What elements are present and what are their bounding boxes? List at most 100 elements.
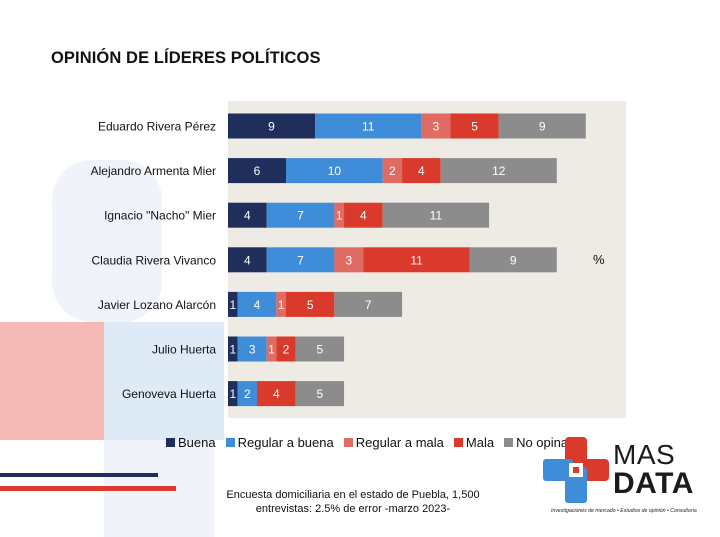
data-label: 4	[360, 209, 367, 223]
data-label: 1	[229, 298, 236, 312]
data-label: 7	[297, 253, 304, 267]
bar-segment	[237, 336, 267, 362]
data-label: 11	[362, 120, 375, 134]
bar-segment	[469, 247, 557, 273]
bar-segment	[382, 202, 490, 228]
bar-segment	[421, 113, 451, 139]
legend-item: No opina	[504, 435, 568, 450]
bar-segment	[276, 291, 287, 317]
bar-segment	[237, 381, 258, 407]
category-label: Julio Huerta	[152, 343, 216, 357]
data-label: 2	[283, 343, 290, 357]
bar-segment	[315, 113, 422, 139]
data-label: 4	[273, 387, 280, 401]
logo-tagline: Investigaciones de mercado • Estudios de…	[551, 508, 697, 514]
deco-red-stripe	[0, 486, 176, 491]
data-label: 5	[471, 120, 478, 134]
bar-segment	[266, 336, 277, 362]
bar-segment	[228, 113, 316, 139]
legend-item: Buena	[166, 435, 216, 450]
bar-segment	[276, 336, 296, 362]
bar-segment	[334, 202, 345, 228]
legend-swatch	[343, 438, 353, 447]
deco-blue-block	[104, 322, 224, 440]
bar-segment	[402, 158, 441, 184]
footnote-line-1: Encuesta domiciliaria en el estado de Pu…	[226, 489, 480, 501]
data-label: 5	[317, 387, 324, 401]
data-label: 6	[254, 164, 261, 178]
category-label: Alejandro Armenta Mier	[91, 164, 216, 178]
bar-segment	[266, 247, 335, 273]
masdata-logo: MAS DATA Investigaciones de mercado • Es…	[543, 437, 703, 517]
data-label: 1	[268, 343, 275, 357]
data-label: 4	[254, 298, 261, 312]
bar-segment	[363, 247, 470, 273]
bar-segment	[228, 381, 238, 407]
data-label: 4	[244, 209, 251, 223]
bar-segment	[228, 202, 267, 228]
category-label: Genoveva Huerta	[122, 387, 216, 401]
data-label: 4	[244, 253, 251, 267]
unit-label: %	[593, 252, 605, 267]
category-label: Eduardo Rivera Pérez	[98, 120, 216, 134]
bar-segment	[228, 158, 287, 184]
legend-swatch	[453, 438, 463, 447]
category-label: Claudia Rivera Vivanco	[91, 253, 216, 267]
data-label: 1	[278, 298, 285, 312]
bar-segment	[286, 291, 335, 317]
data-label: 3	[249, 343, 256, 357]
bar-segment	[228, 247, 267, 273]
bar-segment	[286, 158, 383, 184]
bar-segment	[440, 158, 557, 184]
data-label: 11	[430, 209, 443, 223]
logo-word-mas: MAS	[613, 439, 676, 470]
data-label: 7	[297, 209, 304, 223]
bar-segment	[334, 291, 403, 317]
bar-segment	[295, 381, 345, 407]
data-label: 2	[244, 387, 251, 401]
legend-label: Mala	[465, 435, 495, 450]
bar-segment	[228, 291, 238, 317]
bar-segment	[344, 202, 383, 228]
data-label: 1	[336, 209, 343, 223]
data-label: 3	[346, 253, 353, 267]
bar-segment	[450, 113, 499, 139]
logo-cross-icon	[543, 437, 609, 503]
data-label: 9	[268, 120, 275, 134]
data-label: 7	[365, 298, 372, 312]
legend-item: Regular a mala	[343, 435, 444, 450]
data-label: 9	[510, 253, 517, 267]
bar-segment	[266, 202, 335, 228]
category-label: Javier Lozano Alarcón	[98, 298, 216, 312]
bar-segment	[295, 336, 345, 362]
legend-item: Mala	[453, 435, 495, 450]
bar-segment	[498, 113, 586, 139]
data-label: 3	[433, 120, 440, 134]
survey-footnote: Encuesta domiciliaria en el estado de Pu…	[208, 488, 498, 516]
category-label: Ignacio "Nacho" Mier	[104, 209, 216, 223]
data-label: 5	[307, 298, 314, 312]
data-label: 5	[317, 343, 324, 357]
data-label: 9	[539, 120, 546, 134]
legend-swatch	[504, 438, 514, 447]
data-label: 12	[492, 164, 506, 178]
bar-segment	[382, 158, 403, 184]
data-label: 1	[229, 387, 236, 401]
bar-segment	[237, 291, 277, 317]
data-label: 4	[418, 164, 425, 178]
legend-label: Regular a mala	[355, 435, 444, 450]
bar-segment	[257, 381, 296, 407]
legend-item: Regular a buena	[225, 435, 334, 450]
data-label: 1	[229, 343, 236, 357]
chart-title: OPINIÓN DE LÍDERES POLÍTICOS	[51, 49, 321, 67]
legend-swatch	[225, 438, 235, 447]
deco-red-block	[0, 322, 104, 440]
bar-segment	[334, 247, 364, 273]
chart-legend: Buena Regular a buena Regular a mala Mala No…	[166, 435, 568, 450]
deco-navy-stripe	[0, 473, 158, 477]
deco-pale-blue-column	[52, 160, 162, 322]
legend-label: Buena	[178, 435, 216, 450]
logo-word-data: DATA	[613, 467, 694, 500]
legend-label: Regular a buena	[237, 435, 334, 450]
